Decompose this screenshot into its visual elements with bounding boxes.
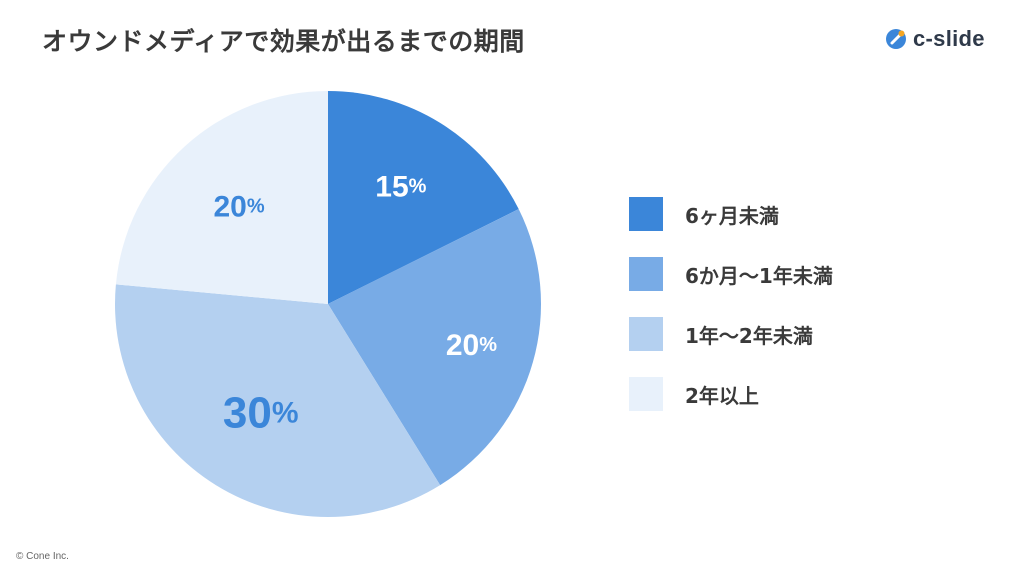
- data-label: 30%: [223, 388, 299, 437]
- pie-slice: [115, 284, 441, 517]
- brand-name: c-slide: [913, 26, 985, 51]
- legend-item: 2年以上: [629, 377, 833, 411]
- legend-item: 6ヶ月未満: [629, 197, 833, 231]
- legend-swatch: [629, 377, 663, 411]
- pie-slice: [115, 91, 328, 304]
- page-title: オウンドメディアで効果が出るまでの期間: [42, 27, 525, 56]
- legend-label: 6ヶ月未満: [685, 203, 779, 228]
- data-label: 20%: [446, 328, 497, 361]
- legend-item: 1年〜2年未満: [629, 317, 833, 351]
- legend-swatch: [629, 197, 663, 231]
- pie-slice: [328, 91, 519, 304]
- legend-label: 2年以上: [685, 383, 759, 408]
- pie-slice: [328, 209, 541, 486]
- legend-label: 6か月〜1年未満: [685, 263, 833, 288]
- chart-legend: 6ヶ月未満 6か月〜1年未満 1年〜2年未満 2年以上: [629, 197, 833, 437]
- brand-logo: c-slide: [885, 26, 985, 52]
- copyright-text: © Cone Inc.: [16, 551, 69, 562]
- data-label: 15%: [375, 170, 426, 203]
- legend-label: 1年〜2年未満: [685, 323, 813, 348]
- legend-swatch: [629, 317, 663, 351]
- legend-swatch: [629, 257, 663, 291]
- data-label: 20%: [213, 190, 264, 223]
- c-slide-logo-icon: [886, 29, 906, 49]
- legend-item: 6か月〜1年未満: [629, 257, 833, 291]
